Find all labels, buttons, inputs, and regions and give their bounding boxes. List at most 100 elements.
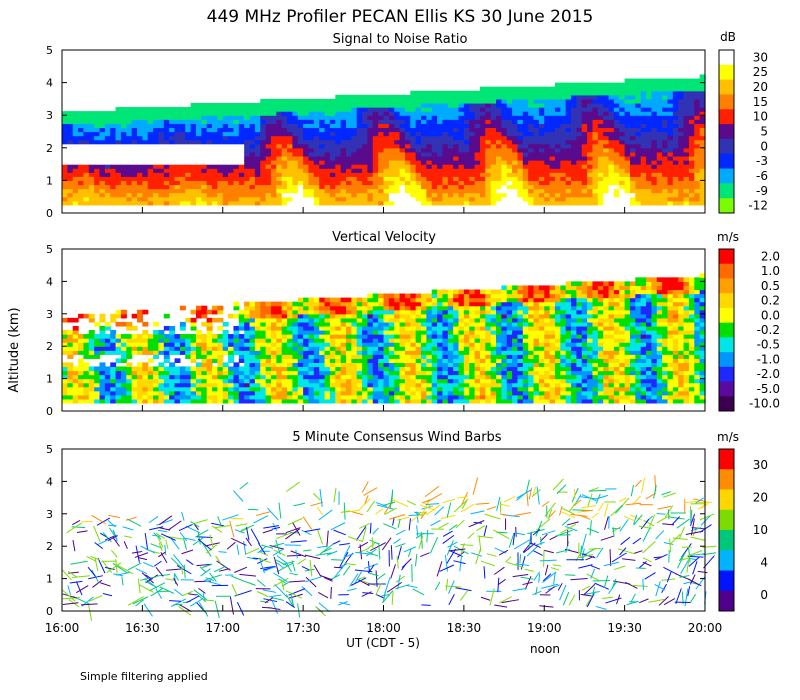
snr-cell	[576, 115, 583, 120]
vv-cell	[345, 338, 352, 343]
snr-cell	[83, 123, 90, 129]
snr-cell	[324, 102, 331, 108]
vv-cell	[447, 386, 454, 392]
snr-cell	[404, 196, 411, 202]
snr-cell	[137, 139, 143, 145]
snr-cell	[62, 160, 68, 165]
snr-cell	[699, 131, 706, 137]
snr-cell	[265, 115, 272, 120]
snr-cell	[147, 168, 154, 173]
snr-cell	[233, 192, 240, 198]
snr-cell	[608, 200, 615, 206]
snr-cell	[688, 119, 695, 124]
snr-cell	[62, 192, 68, 198]
vv-cell	[372, 313, 379, 319]
snr-cell	[404, 111, 411, 116]
snr-cell	[576, 172, 583, 177]
snr-cell	[99, 147, 106, 153]
snr-cell	[506, 90, 513, 96]
vv-cell	[415, 293, 422, 299]
vv-cell	[394, 334, 401, 339]
vv-cell	[158, 394, 165, 400]
vv-cell	[260, 325, 267, 331]
snr-cell	[394, 180, 401, 186]
snr-cell	[474, 147, 481, 153]
snr-cell	[94, 160, 101, 165]
snr-cell	[538, 98, 545, 104]
snr-cell	[88, 143, 95, 149]
vv-cell	[287, 354, 294, 359]
snr-cell	[694, 192, 701, 198]
vv-cell	[431, 382, 438, 388]
vv-cell	[287, 382, 294, 388]
vv-cell	[217, 378, 224, 384]
vv-cell	[244, 370, 251, 376]
vv-cell	[131, 374, 138, 380]
vv-cell	[265, 374, 272, 380]
snr-cell	[624, 155, 631, 161]
snr-cell	[624, 98, 631, 104]
snr-cell	[592, 143, 599, 149]
vv-cell	[195, 342, 202, 347]
snr-cell	[329, 127, 336, 133]
snr-cell	[544, 94, 551, 100]
snr-cell	[399, 131, 406, 137]
vv-cell	[137, 362, 143, 368]
vv-cell	[410, 378, 417, 384]
snr-cell	[67, 192, 74, 198]
snr-cell	[356, 180, 363, 186]
snr-cell	[437, 200, 444, 206]
snr-cell	[672, 200, 679, 206]
snr-cell	[474, 131, 481, 137]
vv-cell	[260, 305, 267, 311]
vv-cell	[276, 330, 283, 335]
snr-cell	[378, 131, 385, 137]
snr-cell	[115, 147, 122, 153]
snr-cell	[565, 200, 572, 206]
vv-cell	[431, 394, 438, 400]
vv-cell	[260, 330, 267, 335]
snr-cell	[137, 172, 143, 177]
vv-cell	[303, 358, 310, 363]
vv-cell	[431, 334, 438, 339]
snr-cell	[104, 119, 111, 124]
snr-cell	[179, 139, 186, 145]
snr-cell	[185, 180, 192, 186]
snr-cell	[501, 200, 508, 206]
vv-cell	[308, 354, 315, 359]
snr-cell	[276, 127, 283, 133]
snr-cell	[142, 119, 149, 124]
vv-cell	[324, 346, 331, 351]
vv-cell	[126, 334, 133, 339]
snr-cell	[399, 107, 406, 112]
vv-cell	[447, 350, 454, 355]
vv-cell	[158, 374, 165, 380]
snr-cell	[335, 94, 342, 100]
snr-cell	[597, 192, 604, 198]
snr-cell	[447, 98, 454, 104]
snr-cell	[329, 135, 336, 141]
snr-cell	[88, 172, 95, 177]
snr-cell	[613, 151, 620, 157]
snr-cell	[437, 139, 444, 145]
snr-colorbar-label: 0	[760, 139, 768, 153]
snr-cell	[115, 172, 122, 177]
snr-cell	[217, 172, 224, 177]
vv-cell	[297, 313, 304, 319]
snr-cell	[662, 180, 669, 186]
snr-cell	[292, 139, 299, 145]
vv-cell	[308, 301, 315, 307]
snr-cell	[292, 131, 299, 137]
vv-cell	[99, 366, 106, 372]
snr-cell	[683, 98, 690, 104]
snr-cell	[463, 115, 470, 120]
snr-cell	[549, 192, 556, 198]
snr-cell	[549, 147, 556, 153]
snr-cell	[453, 98, 460, 104]
snr-cell	[83, 180, 90, 186]
snr-cell	[185, 164, 192, 169]
snr-cell	[233, 107, 240, 112]
snr-cell	[83, 172, 90, 177]
snr-cell	[683, 90, 690, 96]
